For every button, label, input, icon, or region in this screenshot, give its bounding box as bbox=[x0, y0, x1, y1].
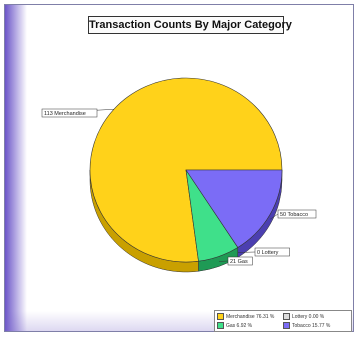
data-label-gas: 21 Gas bbox=[230, 259, 248, 265]
legend: Merchandise 76.31 % Lottery 0.00 % Gas 6… bbox=[214, 310, 352, 332]
legend-swatch bbox=[217, 313, 224, 320]
legend-item-gas: Gas 6.92 % bbox=[217, 321, 283, 330]
data-label-box-lottery bbox=[254, 247, 290, 257]
pie-labels: 113 Merchandise 21 Gas 0 Lottery 50 Tobacco bbox=[41, 108, 317, 266]
data-label-box-tobacco bbox=[277, 209, 317, 219]
legend-item-merchandise: Merchandise 76.31 % bbox=[217, 312, 283, 321]
legend-item-tobacco: Tobacco 15.77 % bbox=[283, 321, 349, 330]
legend-label: Tobacco 15.77 % bbox=[292, 322, 331, 329]
leader-line-tobacco bbox=[270, 213, 279, 220]
chart-title: Transaction Counts By Major Category bbox=[88, 16, 292, 34]
legend-swatch bbox=[217, 322, 224, 329]
data-label-box-gas bbox=[227, 256, 253, 266]
data-label-box-merchandise bbox=[41, 108, 98, 118]
pie-slice-tobacco bbox=[185, 169, 283, 248]
data-label-tobacco: 50 Tobacco bbox=[280, 212, 308, 218]
legend-label: Gas 6.92 % bbox=[226, 322, 253, 329]
legend-label: Lottery 0.00 % bbox=[292, 313, 325, 320]
legend-swatch bbox=[283, 313, 290, 320]
data-label-merchandise: 113 Merchandise bbox=[44, 111, 86, 117]
legend-label: Merchandise 76.31 % bbox=[226, 313, 275, 320]
data-label-lottery: 0 Lottery bbox=[257, 250, 279, 256]
legend-item-lottery: Lottery 0.00 % bbox=[283, 312, 349, 321]
legend-swatch bbox=[283, 322, 290, 329]
pie-slices bbox=[89, 77, 283, 263]
